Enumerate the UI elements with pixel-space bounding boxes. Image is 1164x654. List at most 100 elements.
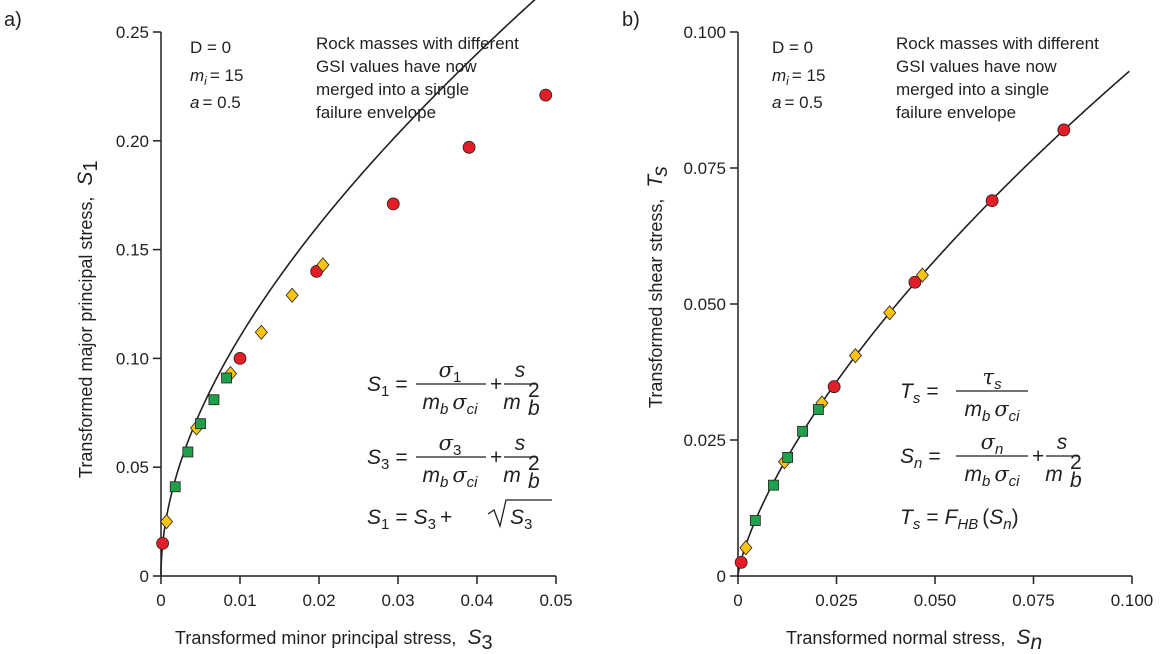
- data-point-diamond: [316, 257, 330, 273]
- panel-a-letter: a): [4, 9, 22, 31]
- svg-text:τs: τs: [982, 365, 1002, 393]
- panel-b-equation-ts: Ts = τs mb σci: [900, 365, 1028, 425]
- panel-a-x-axis-label: Transformed minor principal stress, S3: [175, 626, 493, 654]
- panel-b-annotation-line-3: merged into a single: [896, 80, 1049, 99]
- data-point-circle: [462, 140, 476, 154]
- data-point-diamond: [848, 348, 862, 364]
- svg-text:b: b: [528, 470, 540, 493]
- panel-b-x-axis-symbol-sub: n: [1030, 631, 1042, 654]
- data-point-square: [782, 452, 794, 463]
- panel-a-x-tick-label: 0.02: [302, 591, 335, 610]
- panel-a-param-a: a = 0.5: [190, 93, 241, 112]
- data-point-circle: [827, 380, 841, 394]
- panel-b-y-tick-label: 0: [717, 567, 726, 586]
- data-point-circle: [908, 275, 922, 289]
- panel-b-annotation-line-4: failure envelope: [896, 103, 1016, 122]
- panel-a-param-d: D = 0: [190, 38, 231, 57]
- svg-text:S3: S3: [510, 506, 532, 533]
- data-point-circle: [1057, 123, 1071, 137]
- data-point-square: [182, 446, 194, 458]
- panel-a-y-tick-label: 0.10: [116, 349, 149, 368]
- panel-b-y-tick-label: 0.075: [683, 159, 726, 178]
- panel-b-y-tick-label: 0.025: [683, 431, 726, 450]
- panel-a-y-tick-label: 0.25: [116, 23, 149, 42]
- panel-b-param-mi-value: = 15: [792, 66, 826, 85]
- panel-a-y-tick-label: 0.15: [116, 241, 149, 260]
- svg-text:σn: σn: [981, 430, 1004, 458]
- svg-text:s: s: [515, 432, 526, 455]
- data-point-circle: [233, 351, 247, 365]
- data-point-square: [208, 394, 220, 406]
- svg-text:s: s: [1057, 431, 1068, 454]
- panel-a-x-axis-symbol: S: [467, 626, 481, 649]
- panel-a-annotation-line-1: Rock masses with different: [316, 34, 519, 53]
- data-point-square: [749, 515, 761, 526]
- svg-text:s: s: [515, 359, 526, 382]
- panel-b-y-tick-label: 0.050: [683, 295, 726, 314]
- svg-text:2: 2: [528, 379, 540, 402]
- svg-text:σ3: σ3: [439, 431, 462, 459]
- data-point-diamond: [254, 324, 268, 340]
- svg-text:m: m: [503, 391, 521, 414]
- panel-b-envelope-curve: [737, 70, 1130, 576]
- panel-a-param-mi: mi = 15: [190, 66, 243, 88]
- panel-b-letter: b): [622, 9, 640, 31]
- data-point-diamond: [915, 267, 929, 283]
- panel-b-x-axis-label: Transformed normal stress, Sn: [786, 626, 1042, 654]
- panel-b-x-tick-label: 0.050: [914, 591, 957, 610]
- panel-a-y-tick-label: 0.05: [116, 458, 149, 477]
- data-point-square: [768, 479, 779, 491]
- data-point-diamond: [160, 513, 174, 530]
- panel-a-equation-envelope: S1 = S3 + S3: [367, 499, 552, 533]
- panel-a-y-axis-symbol-sub: 1: [80, 160, 102, 171]
- svg-text:m: m: [503, 464, 521, 487]
- panel-a-x-tick-label: 0.03: [381, 591, 414, 610]
- svg-text:+: +: [490, 446, 502, 469]
- panel-a-param-mi-value: = 15: [210, 66, 244, 85]
- panel-b-equation-sn: Sn = σn mb σci + s m b 2: [900, 430, 1082, 492]
- panel-a-y-tick-label: 0.20: [116, 132, 149, 151]
- data-point-square: [169, 481, 181, 493]
- svg-text:S1=S3+: S1 = S3 +: [367, 506, 452, 533]
- panel-a-y-axis-label-text: Transformed major principal stress,: [76, 197, 96, 478]
- panel-a-x-tick-label: 0.01: [223, 591, 256, 610]
- svg-text:b: b: [528, 397, 540, 420]
- panel-b-x-axis-label-text: Transformed normal stress,: [786, 628, 1005, 648]
- panel-b-param-d: D = 0: [772, 38, 813, 57]
- panel-b-y-tick-label: 0.100: [683, 23, 726, 42]
- panel-a-ticks: 0 0.01 0.02 0.03 0.04 0.05 0 0.05 0.10 0.15 0.20 0.…: [116, 23, 573, 610]
- svg-text:σ1: σ1: [439, 358, 462, 386]
- data-point-diamond: [285, 287, 299, 303]
- svg-text:Ts=FHB(Sn): Ts = FHB (Sn): [900, 506, 1019, 533]
- panel-a-x-tick-label: 0: [156, 591, 165, 610]
- panel-b-equation-envelope: Ts = FHB (Sn): [900, 506, 1019, 533]
- panel-a-x-axis-symbol-sub: 3: [481, 632, 492, 654]
- data-point-circle: [734, 556, 748, 569]
- panel-a-x-tick-label: 0.04: [460, 591, 493, 610]
- data-point-diamond: [883, 305, 897, 321]
- panel-a-y-axis-label: Transformed major principal stress, S1: [74, 160, 102, 478]
- data-point-square: [812, 404, 824, 415]
- panel-b-x-tick-label: 0.100: [1111, 591, 1154, 610]
- panel-b-y-axis-label: Transformed shear stress, Ts: [644, 166, 672, 408]
- data-point-square: [797, 425, 809, 437]
- panel-a-equation-s3: S3 = σ3 mb σci + s m b 2: [367, 431, 540, 493]
- data-point-circle: [985, 194, 999, 208]
- panel-a: a) 0 0.01 0.02 0.03 0.04 0.05 0 0.05 0.10 0.15 0.2…: [4, 0, 573, 654]
- panel-a-data-points: [156, 88, 553, 550]
- svg-text:b: b: [1070, 469, 1082, 492]
- panel-a-param-a-value: = 0.5: [202, 93, 240, 112]
- panel-b-param-a: a = 0.5: [772, 93, 823, 112]
- panel-b-y-axis-label-text: Transformed shear stress,: [646, 199, 666, 408]
- svg-text:+: +: [1032, 445, 1044, 468]
- panel-b-annotation-line-2: GSI values have now: [896, 57, 1057, 76]
- panel-a-annotation-line-4: failure envelope: [316, 103, 436, 122]
- data-point-circle: [156, 536, 169, 550]
- panel-a-axes: [160, 32, 556, 577]
- svg-text:m: m: [1045, 463, 1063, 486]
